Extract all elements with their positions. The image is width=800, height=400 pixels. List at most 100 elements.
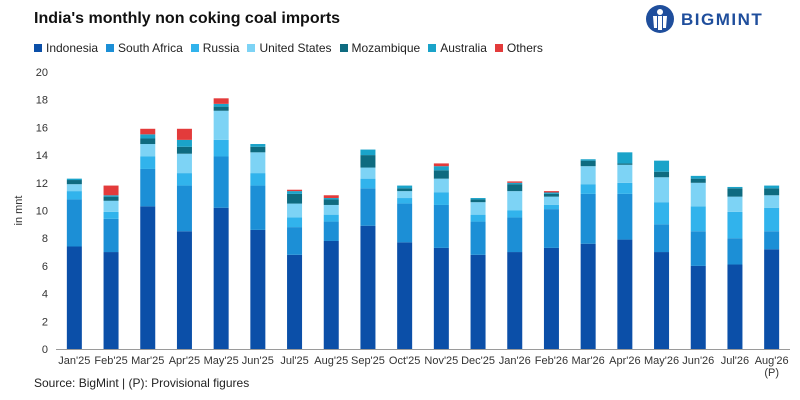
legend-item: South Africa [106,41,183,55]
legend-swatch [190,44,199,52]
legend-label: Indonesia [46,41,99,55]
bar-segment [543,209,559,248]
logo-text: BIGMINT [681,10,764,29]
bar-segment [727,186,743,189]
bigmint-logo-icon [646,5,674,33]
bar-segment [66,246,82,349]
x-tick-label: Oct'25 [389,355,420,367]
bar-segment [360,149,376,156]
bar-segment [360,167,376,179]
y-tick-label: 8 [42,233,48,245]
bar-segment [433,247,449,349]
bar-segment [433,192,449,205]
y-tick-label: 12 [36,178,48,190]
bar-segment [580,160,596,167]
x-tick-label: Feb'25 [94,355,127,367]
legend-label: South Africa [118,41,183,55]
bar-segment [103,185,119,196]
bar-segment [66,184,82,192]
bar-segment [654,177,670,203]
bar-segment [617,163,633,165]
bar-segment [103,200,119,212]
bar-segment [66,191,82,200]
bar-segment [654,252,670,349]
x-tick-label: Jun'25 [242,355,274,367]
bar-segment [727,211,743,239]
bar-segment [213,110,229,140]
bar-segment [140,138,156,145]
bar-segment [690,265,706,349]
bar-segment [543,191,559,193]
y-tick-label: 2 [42,316,48,328]
bar-segment [140,206,156,349]
x-tick-label: Aug'25 [314,355,348,367]
bar-segment [764,195,780,208]
bar-segment [727,264,743,349]
bar-segment [507,252,523,349]
legend-label: United States [259,41,332,55]
bar-segment [764,188,780,196]
bar-segment [764,249,780,349]
bar-segment [543,192,559,194]
y-tick-label: 0 [42,344,48,356]
bar-segment [580,193,596,244]
bar-segment [654,160,670,172]
legend-swatch [428,44,437,52]
bar-segment [360,225,376,349]
bar-segment [103,252,119,349]
bar-segment [287,217,303,228]
x-tick-label: Dec'25 [461,355,495,367]
bar-segment [287,254,303,349]
bar-segment [470,199,486,203]
bar-segment [690,182,706,207]
bar-segment [470,214,486,222]
bar-segment [654,171,670,178]
y-tick-label: 16 [36,122,48,134]
legend-swatch [339,44,348,52]
bar-segment [727,238,743,265]
bar-segment [323,221,339,241]
bar-segment [66,178,82,181]
bar-segment [103,211,119,219]
x-tick-label: Apr'25 [169,355,200,367]
x-tick-label: Sep'25 [351,355,385,367]
bar-segment [690,178,706,183]
bar-segment [176,231,192,349]
bar-segment [654,224,670,253]
x-tick-label: Nov'25 [424,355,458,367]
bar-segment [103,218,119,253]
bar-segment [140,128,156,135]
bar-segment [580,243,596,349]
bar-segment [507,182,523,185]
x-tick-note: (P) [764,367,779,379]
bar-segment [323,204,339,215]
bar-segment [287,191,303,194]
bar-segment [103,196,119,201]
chart-legend: Indonesia South Africa Russia United States… [34,40,551,56]
chart-title: India's monthly non coking coal imports [34,10,341,27]
y-axis-label: in mnt [13,196,25,226]
bar-segment [433,204,449,248]
x-tick-label: Jul'25 [280,355,308,367]
bar-segment [213,207,229,349]
legend-label: Mozambique [351,41,421,55]
bar-segment [287,193,303,204]
bar-segment [580,184,596,194]
legend-item: Australia [428,41,487,55]
bar-segment [433,166,449,171]
bar-segment [397,185,413,189]
bar-segment [690,231,706,266]
bar-segment [213,98,229,104]
x-tick-label: Mar'25 [131,355,164,367]
bar-segment [727,196,743,212]
legend-swatch [494,44,503,52]
bar-segment [250,185,266,230]
x-tick-label: Jan'26 [499,355,531,367]
bar-segment [213,156,229,208]
bar-segment [213,103,229,107]
legend-swatch [247,44,256,52]
bar-segment [287,189,303,192]
bar-segment [176,128,192,140]
legend-label: Others [506,41,543,55]
bar-segment [433,163,449,167]
